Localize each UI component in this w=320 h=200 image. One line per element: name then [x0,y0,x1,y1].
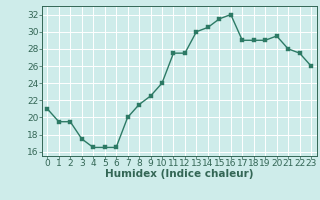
X-axis label: Humidex (Indice chaleur): Humidex (Indice chaleur) [105,169,253,179]
